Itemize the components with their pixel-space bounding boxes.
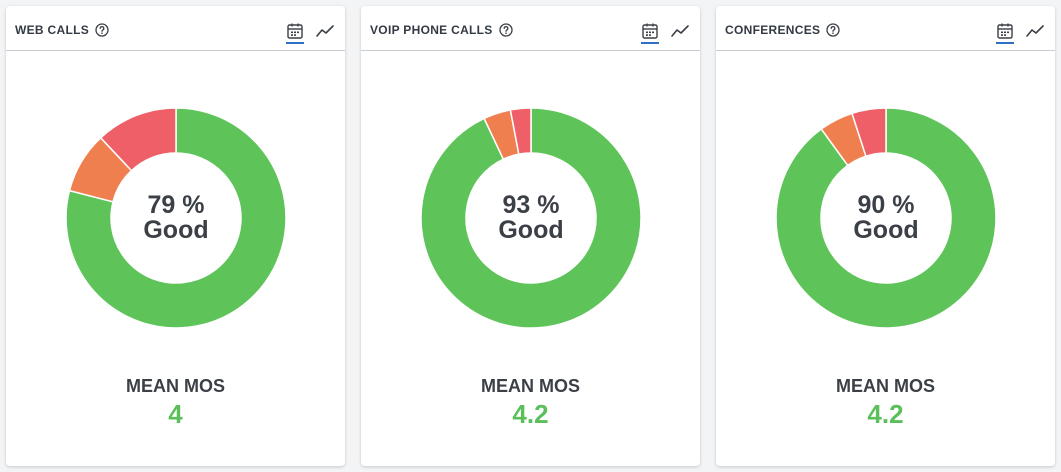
card-title: WEB CALLS [15, 23, 90, 37]
quality-donut-chart [420, 107, 642, 329]
trend-view-button[interactable] [670, 21, 690, 41]
donut-slice-good[interactable] [775, 107, 997, 329]
donut-slice-good[interactable] [65, 107, 287, 329]
calendar-view-button[interactable] [995, 21, 1015, 44]
help-circle-icon[interactable] [826, 23, 840, 37]
mean-mos-label: MEAN MOS [481, 376, 580, 396]
card-title: CONFERENCES [725, 23, 821, 37]
mean-mos-value: 4.2 [867, 399, 904, 429]
quality-donut-chart [775, 107, 997, 329]
trend-view-button[interactable] [315, 21, 335, 41]
donut-slice-poor[interactable] [851, 107, 887, 158]
card-title: VOIP PHONE CALLS [370, 23, 493, 37]
mean-mos-label: MEAN MOS [836, 376, 935, 396]
mean-mos-value: 4.2 [512, 399, 549, 429]
help-circle-icon[interactable] [498, 23, 513, 37]
trend-line-icon [316, 25, 334, 37]
calendar-view-button[interactable] [285, 21, 305, 44]
calendar-icon [997, 23, 1013, 39]
trend-view-button[interactable] [1025, 21, 1045, 41]
card-header: VOIP PHONE CALLS [361, 6, 700, 51]
conferences-card: CONFERENCES 90 % Good MEAN MOS 4.2 [716, 6, 1055, 466]
mean-mos-value: 4 [168, 399, 183, 429]
help-circle-icon[interactable] [95, 23, 109, 37]
donut-slice-good[interactable] [420, 107, 642, 329]
calendar-icon [287, 23, 303, 39]
calendar-icon [642, 23, 658, 39]
voip-phone-calls-card: VOIP PHONE CALLS 93 % Good MEAN MOS 4.2 [361, 6, 700, 466]
web-calls-card: WEB CALLS 79 % Good MEAN MOS 4 [6, 6, 345, 466]
mean-mos-label: MEAN MOS [126, 376, 225, 396]
donut-slice-poor[interactable] [99, 107, 177, 172]
card-header: CONFERENCES [716, 6, 1055, 51]
donut-slice-poor[interactable] [509, 107, 532, 156]
trend-line-icon [671, 25, 689, 37]
calendar-view-button[interactable] [640, 21, 660, 44]
card-header: WEB CALLS [6, 6, 345, 51]
quality-donut-chart [65, 107, 287, 329]
trend-line-icon [1026, 25, 1044, 37]
